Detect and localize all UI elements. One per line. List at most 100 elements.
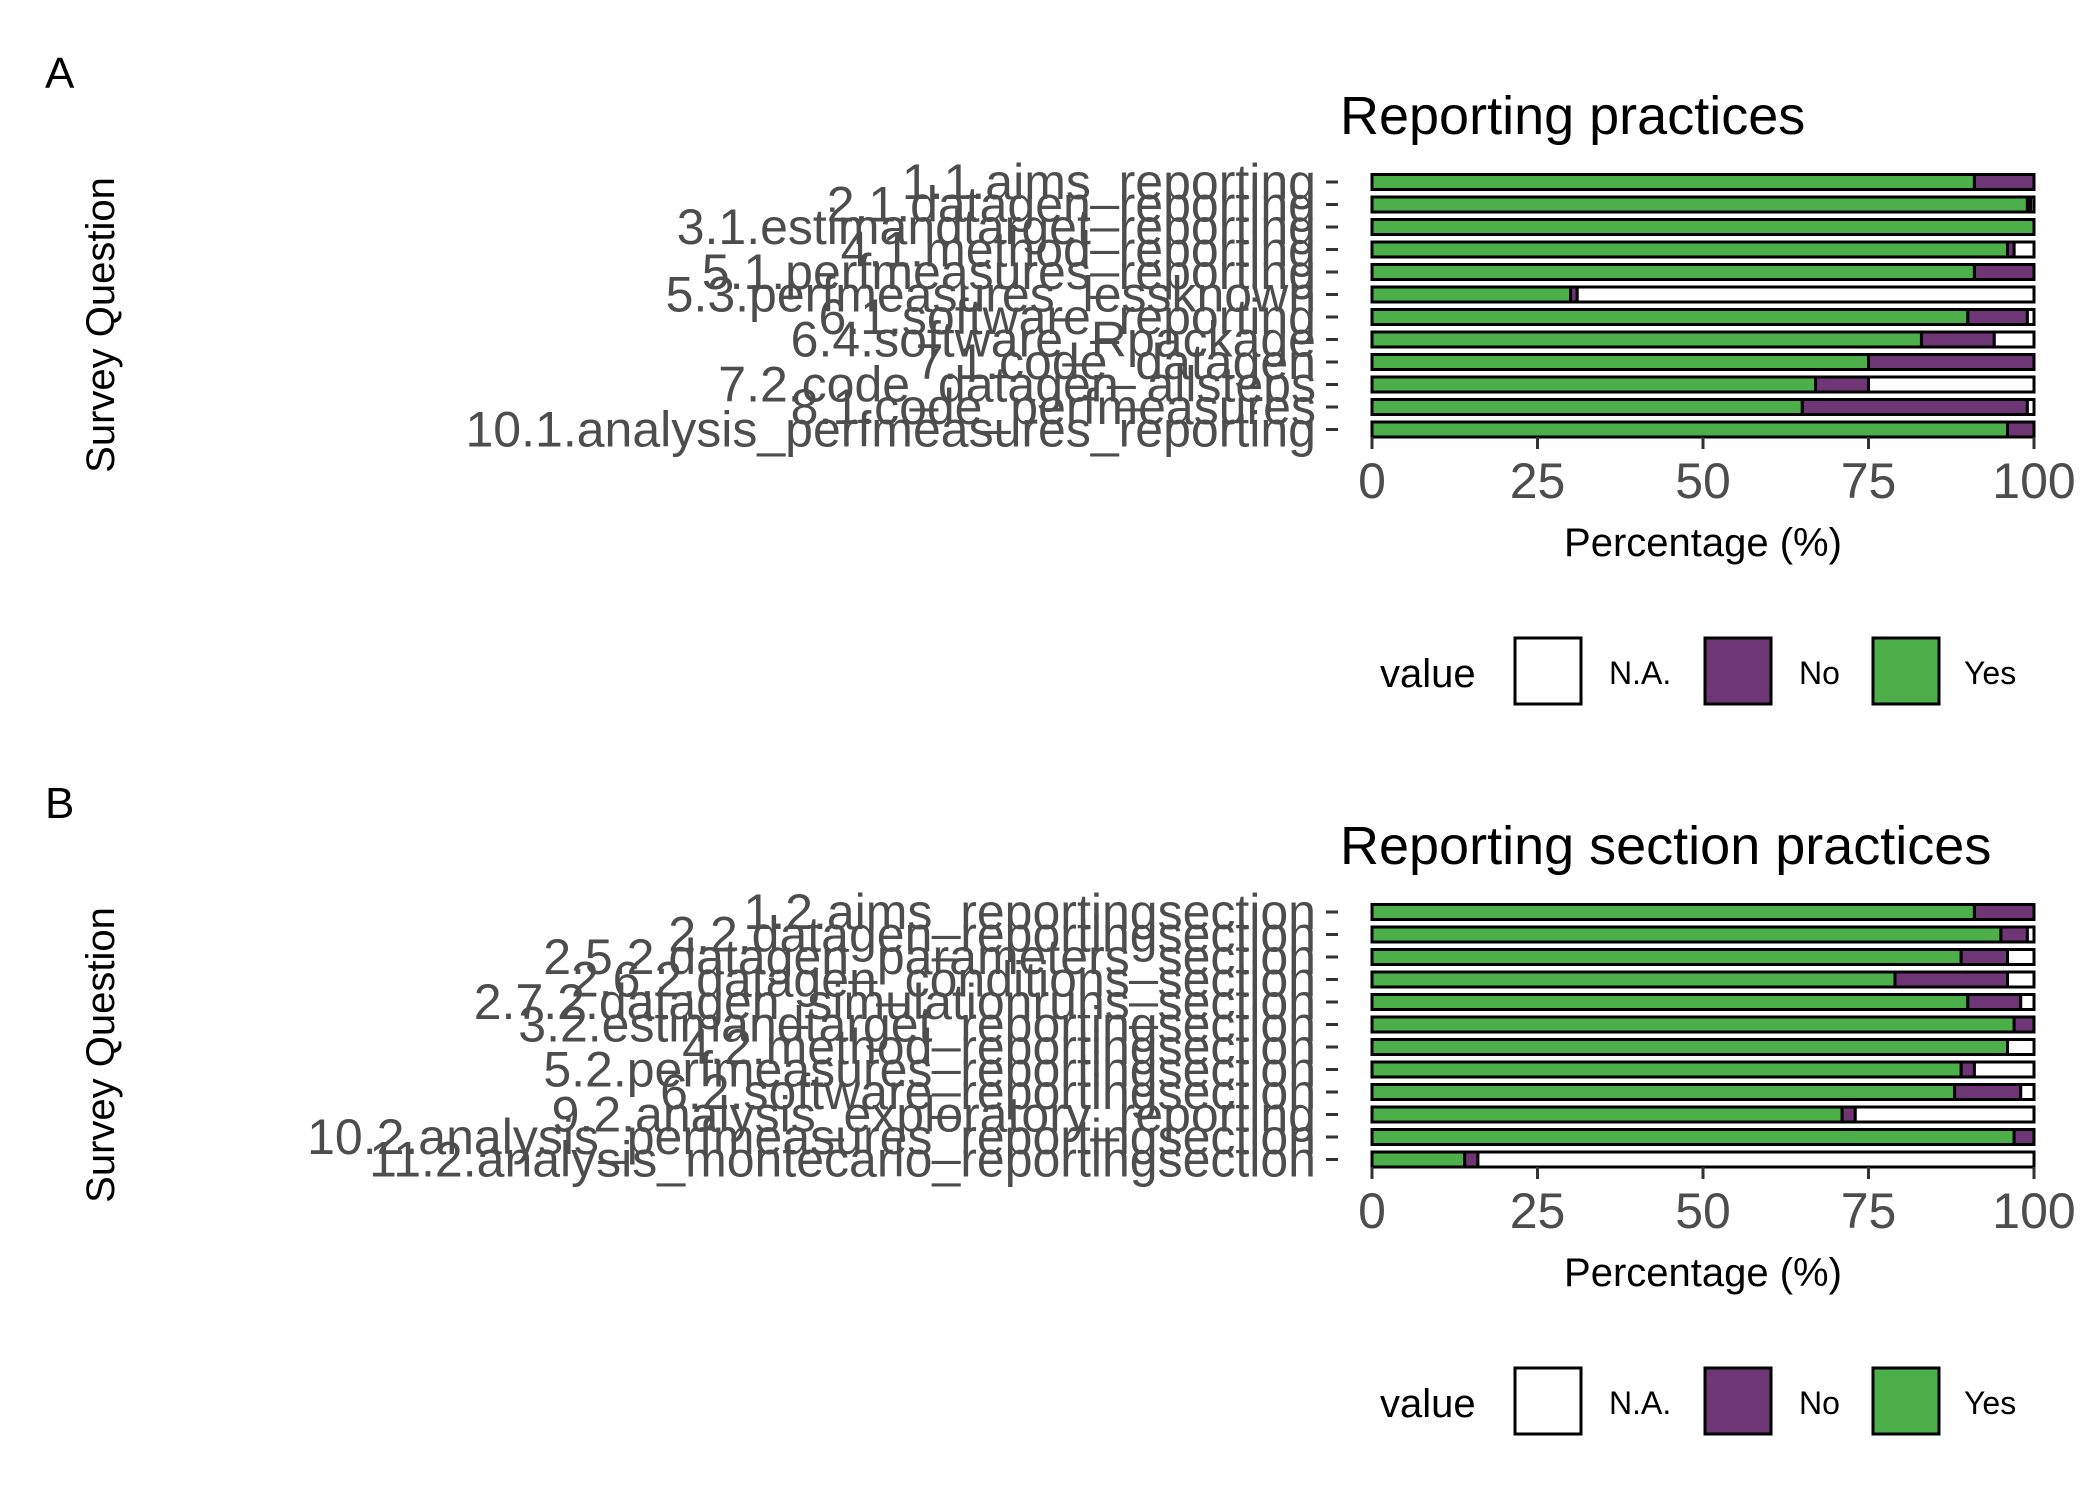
- x-tick-label: 50: [1675, 453, 1731, 509]
- panel-a: A Reporting practices Survey Question 1.…: [45, 49, 2076, 706]
- bar-segment-yes: [1370, 398, 1804, 416]
- category-label: 11.2.analysis_montecarlo_reportingsectio…: [369, 1132, 1316, 1188]
- bar-segment-na: [2025, 398, 2036, 416]
- legend-key-no-a: [1703, 636, 1773, 706]
- category-label: 1.2.aims_reportingsection: [743, 884, 1316, 940]
- category-label: 2.2.datagen_reportingsection: [668, 907, 1316, 963]
- bar-segment-no: [1800, 398, 2029, 416]
- bar-segment-no: [1959, 948, 2010, 966]
- x-tick-label: 25: [1510, 453, 1566, 509]
- category-label: 10.1.analysis_perfmeasures_reporting: [466, 402, 1317, 458]
- x-tick-label: 75: [1841, 453, 1897, 509]
- legend-label-no-a: No: [1799, 655, 1840, 691]
- legend-key-yes-b: [1871, 1366, 1941, 1436]
- bar-segment-yes: [1370, 1038, 2010, 1056]
- x-tick-label: 50: [1675, 1183, 1731, 1239]
- legend-label-no-b: No: [1799, 1385, 1840, 1421]
- x-axis-title-a: Percentage (%): [1564, 521, 1842, 565]
- y-axis-title-a: Survey Question: [79, 177, 123, 473]
- x-tick-label: 75: [1841, 1183, 1897, 1239]
- bar-segment-yes: [1370, 240, 2010, 259]
- category-label: 8.1.code_perfmeasures: [791, 379, 1316, 435]
- bar-segment-no: [1972, 903, 2036, 921]
- x-axis-a: 0 25 50 75 100: [1358, 437, 2076, 509]
- category-label: 5.1.perfmeasures_reporting: [702, 244, 1316, 300]
- bar-segment-yes: [1370, 1128, 2016, 1146]
- x-tick-label: 100: [1992, 453, 2075, 509]
- bar-segment-no: [1893, 970, 2010, 989]
- bar-segment-yes: [1370, 1015, 2016, 1034]
- x-axis-b: 0 25 50 75 100: [1358, 1167, 2076, 1239]
- bar-segment-na: [1867, 375, 2036, 394]
- panel-label-b: B: [45, 779, 74, 828]
- bar-segment-yes: [1370, 195, 2029, 214]
- bar-segment-na: [1575, 285, 2036, 304]
- bar-segment-no: [1999, 925, 2029, 944]
- category-label: 4.1.method_reporting: [841, 222, 1316, 278]
- category-labels-b: 1.2.aims_reportingsection2.2.datagen_rep…: [307, 884, 1338, 1188]
- bar-segment-yes: [1370, 285, 1573, 304]
- bar-segment-yes: [1370, 903, 1976, 921]
- bar-segment-yes: [1370, 420, 2010, 439]
- legend-label-yes-b: Yes: [1964, 1385, 2016, 1421]
- legend-label-yes-a: Yes: [1964, 655, 2016, 691]
- bar-segment-yes: [1370, 993, 1970, 1011]
- category-label: 6.2.software_reportingsection: [660, 1064, 1316, 1120]
- bar-segment-no: [1840, 1105, 1857, 1124]
- bar-segment-na: [2012, 240, 2036, 259]
- bar-segment-na: [1853, 1105, 2036, 1124]
- bar-segment-yes: [1370, 1105, 1844, 1124]
- bar-segment-no: [1919, 330, 1996, 349]
- bar-segment-na: [2006, 970, 2036, 989]
- bar-segment-yes: [1370, 1150, 1467, 1169]
- legend-b: value N.A. No Yes: [1380, 1366, 2016, 1436]
- legend-key-no-b: [1703, 1366, 1773, 1436]
- category-label: 5.2.perfmeasures_reportingsection: [543, 1042, 1316, 1098]
- bars-b: [1370, 903, 2036, 1169]
- bar-segment-na: [2006, 1038, 2036, 1056]
- legend-key-yes-a: [1871, 636, 1941, 706]
- legend-label-na-a: N.A.: [1609, 655, 1671, 691]
- category-label: 3.1.estimandtarget_reporting: [677, 199, 1316, 255]
- bar-segment-na: [2019, 993, 2036, 1011]
- legend-key-na-b: [1513, 1366, 1583, 1436]
- chart-title-a: Reporting practices: [1340, 86, 1805, 146]
- bar-segment-no: [1966, 993, 2023, 1011]
- category-label: 3.2.estimandtarget_reportingsection: [518, 997, 1316, 1053]
- category-label: 4.2.method_reportingsection: [682, 1019, 1316, 1075]
- bar-segment-yes: [1370, 263, 1976, 281]
- bar-segment-yes: [1370, 1060, 1963, 1079]
- category-label: 2.7.2.datagen_simulationruns_section: [474, 974, 1316, 1030]
- bar-segment-no: [1959, 1060, 1976, 1079]
- bar-segment-no: [1972, 263, 2036, 281]
- legend-title-b: value: [1380, 1382, 1476, 1426]
- bars-a: [1370, 173, 2036, 439]
- bar-segment-na: [2025, 925, 2036, 944]
- panel-label-a: A: [45, 49, 75, 98]
- category-label: 2.1.datagen_reporting: [827, 177, 1316, 233]
- bar-segment-yes: [1370, 218, 2036, 236]
- legend-key-na-a: [1513, 636, 1583, 706]
- bar-segment-yes: [1370, 173, 1976, 191]
- bar-segment-na: [2006, 948, 2036, 966]
- bar-segment-no: [1463, 1150, 1480, 1169]
- category-label: 6.4.software_Rpackage: [791, 312, 1316, 368]
- x-tick-label: 25: [1510, 1183, 1566, 1239]
- legend-title-a: value: [1380, 652, 1476, 696]
- bar-segment-na: [2019, 1083, 2036, 1101]
- bar-segment-no: [1814, 375, 1871, 394]
- bar-segment-no: [2012, 1015, 2036, 1034]
- bar-segment-na: [1972, 1060, 2036, 1079]
- bar-segment-yes: [1370, 948, 1963, 966]
- bar-segment-yes: [1370, 330, 1923, 349]
- category-label: 5.3.perfmeasures_lessknown: [666, 267, 1316, 323]
- bar-segment-no: [1953, 1083, 2023, 1101]
- x-axis-title-b: Percentage (%): [1564, 1251, 1842, 1295]
- bar-segment-no: [1972, 173, 2036, 191]
- chart-title-b: Reporting section practices: [1340, 816, 1991, 876]
- x-tick-label: 100: [1992, 1183, 2075, 1239]
- bar-segment-no: [2006, 420, 2036, 439]
- category-label: 7.1.code_datagen: [916, 334, 1316, 390]
- category-labels-a: 1.1.aims_reporting2.1.datagen_reporting3…: [466, 154, 1338, 458]
